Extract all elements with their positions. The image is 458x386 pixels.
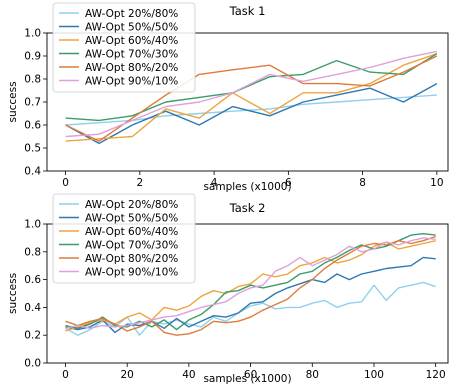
x-tick-label: 40 [182, 369, 195, 381]
x-tick-label: 8 [359, 177, 366, 189]
legend-box [52, 193, 196, 284]
y-tick-label: 0.2 [24, 330, 41, 342]
legend-box [52, 2, 196, 93]
y-tick-label: 0.4 [24, 166, 41, 178]
chart-panel-2: Task 2 0 20 40 60 80 100 120 0.0 0.2 0.4 0.6 0.8 1.0 s… [7, 193, 449, 385]
legend-entry: AW-Opt 70%/30% [85, 48, 178, 60]
x-axis-label: samples (x1000) [203, 373, 291, 385]
y-tick-label: 1.0 [24, 28, 41, 40]
legend: AW-Opt 20%/80%AW-Opt 50%/50% AW-Opt 60%/4… [52, 2, 196, 93]
y-tick-label: 0.8 [24, 74, 41, 86]
y-axis-label: success [7, 273, 19, 314]
series-line [65, 94, 437, 126]
x-tick-label: 120 [426, 369, 446, 381]
legend-entry: AW-Opt 70%/30% [85, 239, 178, 251]
legend-entry: AW-Opt 50%/50% [85, 212, 178, 224]
y-axis-label: success [7, 81, 19, 122]
legend-entry: AW-Opt 60%/40% [85, 226, 178, 238]
x-tick-label: 0 [62, 177, 69, 189]
legend-entry: AW-Opt 90%/10% [85, 75, 178, 87]
legend-entry: AW-Opt 60%/40% [85, 35, 178, 47]
series-line [65, 237, 436, 329]
chart-title: Task 2 [229, 201, 266, 215]
series-line [65, 82, 438, 145]
x-tick-label: 4 [211, 177, 218, 189]
y-tick-label: 0.5 [24, 143, 41, 155]
legend-entry: AW-Opt 80%/20% [85, 62, 178, 74]
series-line [65, 240, 436, 332]
y-tick-label: 0.8 [24, 246, 41, 258]
legend-entry: AW-Opt 90%/10% [85, 266, 178, 278]
chart-panel-1: Task 1 0 2 4 6 8 10 0.4 0.5 0.6 0.7 0.8 0.9 1.0 sample… [7, 2, 449, 193]
y-tick-label: 1.0 [24, 219, 41, 231]
legend-entry: AW-Opt 20%/80% [85, 199, 178, 211]
y-tick-label: 0.6 [24, 120, 41, 132]
series-line [65, 256, 436, 334]
series-line [65, 53, 438, 122]
y-tick-label: 0.6 [24, 274, 41, 286]
legend: AW-Opt 20%/80%AW-Opt 50%/50% AW-Opt 60%/4… [52, 193, 196, 284]
series-line [65, 55, 438, 142]
y-tick-label: 0.7 [24, 97, 41, 109]
series-line [65, 50, 438, 138]
x-tick-label: 20 [121, 369, 134, 381]
y-tick-label: 0.0 [24, 358, 41, 370]
chart-title: Task 1 [229, 4, 266, 18]
x-tick-label: 6 [285, 177, 292, 189]
y-tick-label: 0.9 [24, 51, 41, 63]
series-line [65, 235, 436, 336]
legend-entry: AW-Opt 80%/20% [85, 253, 178, 265]
y-tick-label: 0.4 [24, 302, 41, 314]
x-tick-label: 2 [136, 177, 143, 189]
x-tick-label: 60 [244, 369, 257, 381]
x-tick-label: 0 [62, 369, 69, 381]
x-tick-label: 100 [364, 369, 384, 381]
legend-entry: AW-Opt 50%/50% [85, 21, 178, 33]
x-tick-label: 10 [430, 177, 443, 189]
legend-entry: AW-Opt 20%/80% [85, 8, 178, 20]
x-axis-label: samples (x1000) [203, 181, 291, 193]
x-tick-label: 80 [306, 369, 319, 381]
plot-frame [46, 223, 449, 364]
series-line [65, 53, 438, 142]
